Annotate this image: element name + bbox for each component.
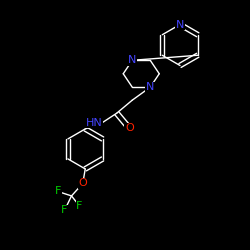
Text: F: F	[76, 201, 83, 211]
Text: N: N	[128, 55, 136, 65]
Text: O: O	[125, 123, 134, 133]
Text: F: F	[61, 206, 68, 216]
Text: O: O	[78, 178, 87, 188]
Text: HN: HN	[86, 118, 102, 128]
Text: F: F	[54, 186, 61, 196]
Text: N: N	[146, 82, 154, 92]
Text: N: N	[176, 20, 184, 30]
